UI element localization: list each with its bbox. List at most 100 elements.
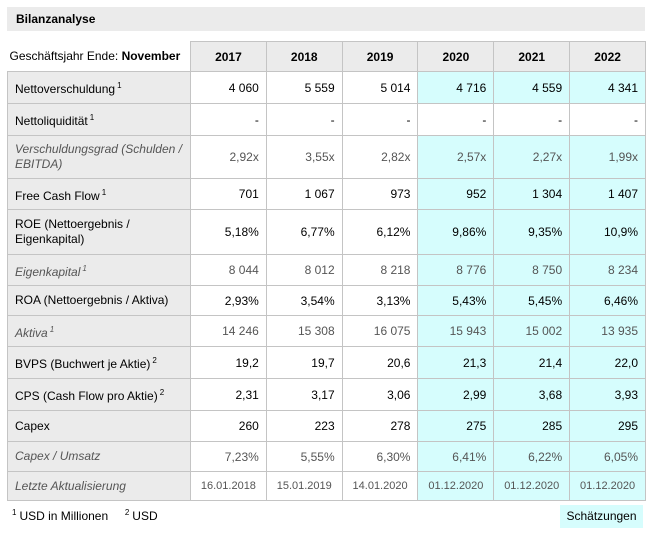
footnote-ref: 1	[101, 187, 107, 197]
value-cell: 278	[341, 410, 419, 442]
value-cell: 4 341	[569, 71, 646, 104]
estimates-legend: Schätzungen	[560, 505, 643, 528]
fiscal-year-prefix: Geschäftsjahr Ende:	[9, 49, 122, 64]
value-cell: 8 750	[493, 254, 571, 286]
value-cell: 8 012	[265, 254, 343, 286]
value-cell: 2,27x	[493, 135, 571, 179]
value-cell: 22,0	[569, 346, 646, 379]
value-cell: 8 234	[569, 254, 646, 286]
value-cell: 6,05%	[569, 441, 646, 472]
row-label: CPS (Cash Flow pro Aktie) 2	[7, 378, 191, 411]
value-cell: 1 304	[493, 178, 571, 210]
value-cell: 15 308	[265, 315, 343, 347]
value-cell: 5 014	[341, 71, 419, 104]
row-label-text: Nettoliquidität	[15, 114, 88, 128]
table-row: ROE (Nettoergebnis / Eigenkapital) 5,18% 6…	[7, 209, 646, 255]
footnote-mark: 1	[12, 508, 17, 517]
value-cell: 8 776	[417, 254, 495, 286]
year-header: 2018	[265, 41, 343, 72]
balance-analysis-table: Geschäftsjahr Ende: November 2017 2018 201…	[7, 41, 646, 501]
value-cell: 260	[190, 410, 267, 442]
row-label-text: Free Cash Flow	[15, 188, 100, 203]
row-label-text: CPS (Cash Flow pro Aktie)	[15, 389, 158, 403]
value-cell: 7,23%	[190, 441, 267, 472]
value-cell: 6,77%	[265, 209, 343, 255]
value-cell: 1 067	[265, 178, 343, 210]
value-cell: 295	[569, 410, 646, 442]
year-header: 2019	[341, 41, 419, 72]
value-cell: 19,2	[190, 346, 267, 379]
row-label: Free Cash Flow 1	[7, 178, 191, 210]
value-cell: 13 935	[569, 315, 646, 347]
row-label-text: Capex	[15, 418, 50, 433]
value-cell: 6,46%	[569, 285, 646, 316]
footnote-ref: 1	[82, 263, 87, 273]
footnote-ref: 2	[159, 388, 165, 397]
value-cell: 6,22%	[493, 441, 571, 472]
table-row: ROA (Nettoergebnis / Aktiva) 2,93% 3,54% 3,…	[7, 285, 646, 316]
value-cell: 4 060	[190, 71, 267, 104]
row-label-text: Nettoverschuldung	[15, 82, 116, 96]
year-header: 2021	[493, 41, 571, 72]
row-label-text: ROE (Nettoergebnis / Eigenkapital)	[15, 217, 130, 246]
value-cell: -	[493, 103, 571, 136]
value-cell: 16 075	[341, 315, 419, 347]
value-cell: 15.01.2019	[265, 471, 343, 501]
value-cell: 8 044	[190, 254, 267, 286]
value-cell: 701	[190, 178, 267, 210]
value-cell: 19,7	[265, 346, 343, 379]
footnote-mark: 2	[124, 508, 130, 517]
value-cell: -	[569, 103, 646, 136]
value-cell: 4 716	[417, 71, 495, 104]
table-row: CPS (Cash Flow pro Aktie) 2 2,31 3,17 3,06 2,…	[7, 378, 646, 411]
value-cell: 2,82x	[341, 135, 419, 179]
value-cell: 3,13%	[341, 285, 419, 316]
value-cell: 9,86%	[417, 209, 495, 255]
value-cell: 3,54%	[265, 285, 343, 316]
value-cell: 5,18%	[190, 209, 267, 255]
table-row: BVPS (Buchwert je Aktie) 2 19,2 19,7 20,6 21,…	[7, 346, 646, 379]
value-cell: 973	[341, 178, 419, 210]
table-row: Nettoverschuldung 1 4 060 5 559 5 014 4 716 4 …	[7, 71, 646, 104]
value-cell: 21,3	[417, 346, 495, 379]
row-label-text: Letzte Aktualisierung	[15, 478, 126, 493]
footnote-ref: 1	[89, 113, 95, 122]
row-label: ROE (Nettoergebnis / Eigenkapital)	[7, 209, 191, 255]
value-cell: -	[341, 103, 419, 136]
value-cell: 15 002	[493, 315, 571, 347]
row-label-text: Aktiva	[15, 325, 48, 340]
fiscal-year-label: Geschäftsjahr Ende: November	[7, 41, 191, 72]
value-cell: 5 559	[265, 71, 343, 104]
value-cell: -	[265, 103, 343, 136]
value-cell: 8 218	[341, 254, 419, 286]
table-row: Verschuldungsgrad (Schulden / EBITDA) 2,9…	[7, 135, 646, 179]
value-cell: 6,30%	[341, 441, 419, 472]
row-label: Capex / Umsatz	[7, 441, 191, 472]
row-label: Letzte Aktualisierung	[7, 471, 191, 501]
value-cell: 01.12.2020	[569, 471, 646, 501]
section-title: Bilanzanalyse	[16, 12, 96, 26]
footnote-ref: 2	[152, 356, 157, 365]
value-cell: 2,92x	[190, 135, 267, 179]
value-cell: -	[190, 103, 267, 136]
row-label: Nettoverschuldung 1	[7, 71, 191, 104]
value-cell: 5,45%	[493, 285, 571, 316]
section-header: Bilanzanalyse	[7, 7, 645, 31]
value-cell: -	[417, 103, 495, 136]
value-cell: 1 407	[569, 178, 646, 210]
row-label: BVPS (Buchwert je Aktie) 2	[7, 346, 191, 379]
row-label: Aktiva 1	[7, 315, 191, 347]
table-row: Nettoliquidität 1- - - - - -	[7, 103, 646, 136]
value-cell: 16.01.2018	[190, 471, 267, 501]
value-cell: 2,31	[190, 378, 267, 411]
table-row: Eigenkapital 1 8 044 8 012 8 218 8 776 8 750 8 …	[7, 254, 646, 286]
row-label-text: Eigenkapital	[15, 264, 81, 279]
table-row: Capex 260 223 278 275 285 295	[7, 410, 646, 442]
value-cell: 3,55x	[265, 135, 343, 179]
table-row: Aktiva 1 14 246 15 308 16 075 15 943 15 002 13 …	[7, 315, 646, 347]
row-label: ROA (Nettoergebnis / Aktiva)	[7, 285, 191, 316]
value-cell: 2,99	[417, 378, 495, 411]
value-cell: 15 943	[417, 315, 495, 347]
table-row: Free Cash Flow 1 701 1 067 973 952 1 304 1 407	[7, 178, 646, 210]
value-cell: 3,93	[569, 378, 646, 411]
